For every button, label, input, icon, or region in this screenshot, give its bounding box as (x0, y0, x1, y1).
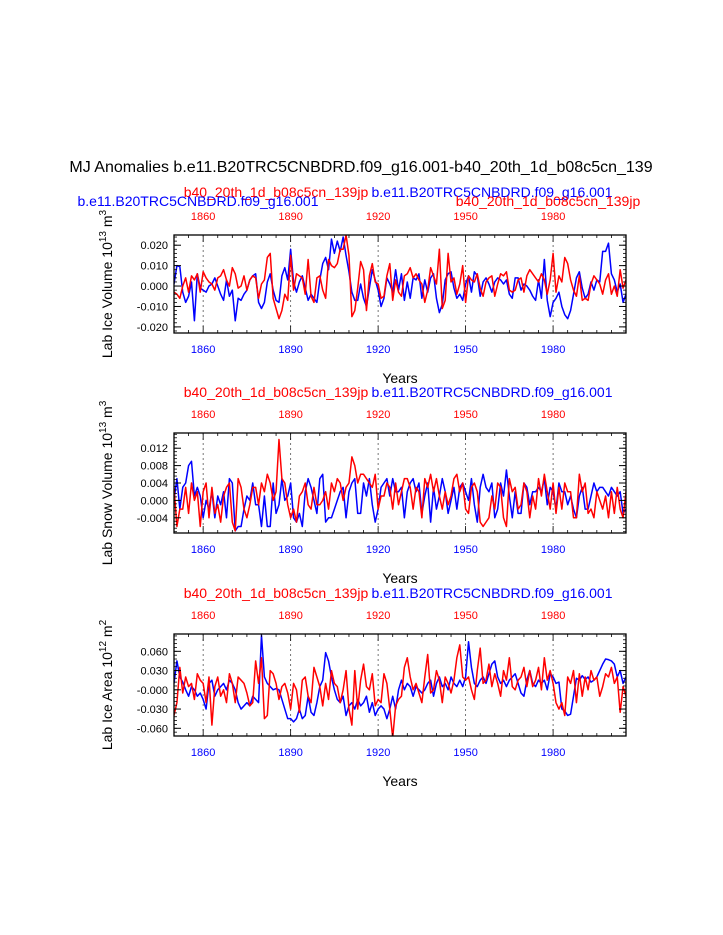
y-tick-label: -0.030 (137, 704, 168, 716)
series-line-red (174, 438, 626, 532)
top-tick-label: 1890 (278, 211, 302, 223)
y-title-unit-exp: 2 (98, 619, 109, 625)
y-title-base: Lab Snow Volume 10 (99, 433, 115, 566)
y-tick-label: 0.030 (140, 666, 168, 678)
top-tick-label: 1860 (191, 211, 215, 223)
figure-title: MJ Anomalies b.e11.B20TRC5CNBDRD.f09_g16… (69, 159, 652, 176)
run-label-blue: b.e11.B20TRC5CNBDRD.f09_g16.001 (78, 193, 319, 209)
x-tick-label: 1890 (278, 544, 302, 556)
x-tick-label: 1920 (366, 344, 390, 356)
x-tick-label: 1890 (278, 344, 302, 356)
x-tick-label: 1950 (453, 344, 477, 356)
y-tick-label: 0.012 (140, 443, 168, 455)
top-tick-label: 1890 (278, 409, 302, 421)
x-tick-label: 1950 (453, 544, 477, 556)
top-tick-label: 1860 (191, 610, 215, 622)
y-title-unit-exp: 3 (98, 400, 109, 406)
top-tick-label: 1980 (541, 211, 565, 223)
x-tick-label: 1950 (453, 747, 477, 759)
x-axis-title: Years (382, 570, 417, 586)
run-label-blue: b.e11.B20TRC5CNBDRD.f09_g16.001 (372, 585, 613, 601)
x-tick-label: 1860 (191, 747, 215, 759)
x-axis-title: Years (382, 370, 417, 386)
x-tick-label: 1980 (541, 344, 565, 356)
run-label-blue: b.e11.B20TRC5CNBDRD.f09_g16.001 (372, 384, 613, 400)
y-tick-label: 0.010 (140, 261, 168, 273)
x-tick-label: 1890 (278, 747, 302, 759)
top-tick-label: 1920 (366, 610, 390, 622)
y-tick-label: -0.004 (137, 513, 168, 525)
y-tick-label: 0.060 (140, 646, 168, 658)
y-axis-title: Lab Ice Volume 1013 m3 (98, 209, 115, 358)
run-label-red: b40_20th_1d_b08c5cn_139jp (184, 184, 369, 200)
series-line-blue (174, 460, 626, 532)
y-title-unit: m (99, 406, 115, 422)
y-title-unit: m (99, 215, 115, 231)
y-tick-label: 0.020 (140, 240, 168, 252)
x-tick-label: 1920 (366, 544, 390, 556)
top-tick-label: 1920 (366, 409, 390, 421)
x-tick-label: 1980 (541, 747, 565, 759)
top-tick-label: 1980 (541, 610, 565, 622)
top-tick-label: 1950 (453, 610, 477, 622)
top-tick-label: 1980 (541, 409, 565, 421)
chart-panel-2: 0.012 0.008 0.004 0.000 -0.004 1860 1890 1920 19… (98, 384, 627, 586)
y-tick-label: 0.000 (140, 281, 168, 293)
top-tick-label: 1950 (453, 409, 477, 421)
x-tick-label: 1920 (366, 747, 390, 759)
chart-panel-3: 0.060 0.030 -0.000 -0.030 -0.060 1860 1890 1920… (98, 585, 627, 789)
y-title-base: Lab Ice Volume 10 (99, 242, 115, 358)
y-axis-title: Lab Snow Volume 1013 m3 (98, 400, 115, 565)
series-line-red (174, 235, 626, 320)
y-tick-label: 0.000 (140, 495, 168, 507)
y-title-unit-exp: 3 (98, 209, 109, 215)
x-axis-title: Years (382, 773, 417, 789)
y-tick-label: -0.060 (137, 723, 168, 735)
x-tick-label: 1860 (191, 344, 215, 356)
top-tick-label: 1890 (278, 610, 302, 622)
panels: 0.020 0.010 0.000 -0.010 -0.020 1860 1890 1920 1… (78, 184, 641, 789)
y-title-base: Lab Ice Area 10 (99, 652, 115, 750)
chart-panel-1: 0.020 0.010 0.000 -0.010 -0.020 1860 1890 1920 1… (78, 184, 641, 386)
y-tick-label: 0.004 (140, 478, 168, 490)
x-tick-label: 1860 (191, 544, 215, 556)
y-tick-label: 0.008 (140, 461, 168, 473)
y-tick-label: -0.010 (137, 301, 168, 313)
run-label-red: b40_20th_1d_b08c5cn_139jp (184, 384, 369, 400)
top-tick-label: 1860 (191, 409, 215, 421)
y-title-exp: 12 (98, 641, 109, 653)
run-label-red: b40_20th_1d_b08c5cn_139jp (184, 585, 369, 601)
y-title-unit: m (99, 625, 115, 641)
plot-frame (173, 633, 627, 737)
run-label-blue: b.e11.B20TRC5CNBDRD.f09_g16.001 (372, 184, 613, 200)
y-axis-title: Lab Ice Area 1012 m2 (98, 619, 115, 750)
series-line-red (174, 644, 626, 736)
top-tick-label: 1950 (453, 211, 477, 223)
top-tick-label: 1920 (366, 211, 390, 223)
run-label-red: b40_20th_1d_b08c5cn_139jp (456, 193, 641, 209)
y-tick-label: -0.020 (137, 322, 168, 334)
y-title-exp: 13 (98, 231, 109, 243)
y-tick-label: -0.000 (137, 685, 168, 697)
x-tick-label: 1980 (541, 544, 565, 556)
plot-frame (173, 234, 627, 334)
y-title-exp: 13 (98, 421, 109, 433)
